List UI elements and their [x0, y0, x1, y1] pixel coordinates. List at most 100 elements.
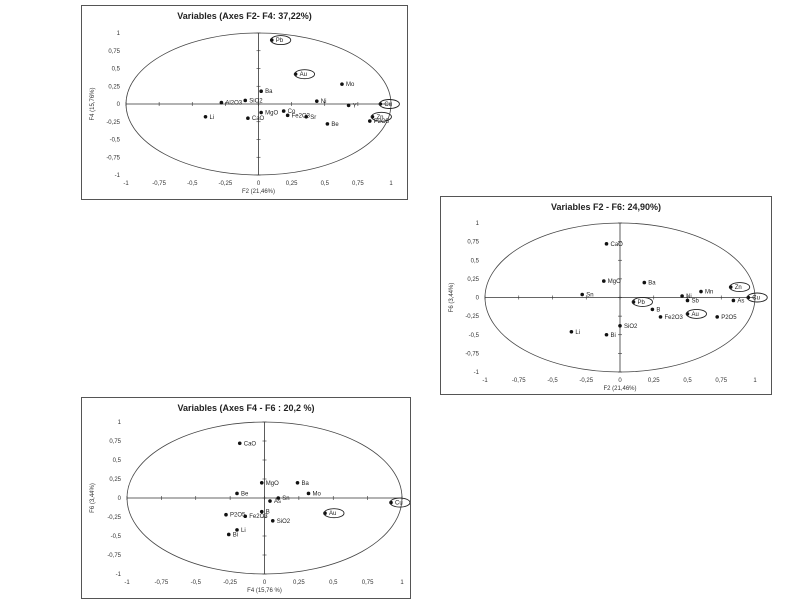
x-tick-label: 0: [257, 181, 261, 187]
point-sio2: [618, 324, 622, 328]
y-tick-label: 1: [117, 31, 121, 37]
x-axis-label: F4 (15,76 %): [247, 588, 282, 594]
chart-f2-f4: Variables (Axes F2- F4: 37,22%) -1 -0,75 -0…: [81, 5, 408, 200]
x-tick-label: -1: [123, 181, 129, 187]
point-mgo-label: MgO: [265, 111, 278, 117]
point-p2o5: [224, 512, 228, 517]
point-p2o5-label: P2O5: [374, 119, 390, 125]
chart-f2-f6-svg: Variables F2 - F6: 24,90%) -1 -0,75 -0,5 -0,…: [449, 202, 768, 392]
x-tick-label: 0,5: [683, 378, 692, 384]
y-tick-label: -0,25: [106, 120, 120, 126]
point-sio2: [270, 519, 275, 523]
point-sio2-label: SiO2: [249, 98, 263, 104]
point-sb-label: Sb: [692, 298, 700, 304]
chart-title: Variables F2 - F6: 24,90%): [551, 202, 661, 212]
y-tick-label: 0: [476, 296, 480, 302]
point-co: [281, 109, 286, 113]
point-cao: [237, 441, 242, 446]
point-b-label: B: [656, 307, 660, 313]
point-al2o3-label: Al2O3: [225, 101, 242, 107]
point-ni: [680, 294, 684, 298]
x-axis-label: F2 (21,46%): [603, 386, 636, 392]
point-cu-label: Cu: [752, 296, 760, 302]
point-mo-label: Mo: [346, 82, 355, 88]
point-as-label: As: [737, 298, 744, 304]
y-tick-label: -0,75: [106, 155, 120, 161]
point-bi: [226, 532, 231, 537]
y-tick-label: -1: [116, 572, 122, 578]
x-tick-label: 0,75: [352, 181, 364, 187]
point-bi: [604, 332, 609, 337]
point-li-label: Li: [210, 115, 215, 121]
point-ba: [259, 89, 263, 94]
point-fe2o3-label: Fe2O3: [292, 113, 311, 119]
point-p2o5-label: P2O5: [721, 315, 737, 321]
x-tick-label: 0,25: [648, 378, 660, 384]
x-tick-label: 0,5: [329, 580, 338, 586]
chart-f2-f4-svg: Variables (Axes F2- F4: 37,22%) -1 -0,75 -0…: [90, 11, 400, 195]
chart-title: Variables (Axes F2- F4: 37,22%): [177, 11, 312, 21]
point-li: [569, 329, 574, 334]
x-tick-label: 1: [753, 378, 757, 384]
point-li: [203, 114, 208, 119]
point-y-label: Y: [353, 103, 357, 109]
x-tick-label: -0,25: [223, 580, 237, 586]
x-tick-label: -0,5: [187, 181, 198, 187]
y-tick-label: 0,75: [109, 439, 121, 445]
y-axis-label: F6 (3,44%): [449, 283, 455, 313]
point-mgo: [259, 110, 263, 115]
point-mo: [340, 82, 344, 86]
point-cao: [246, 116, 250, 120]
y-tick-label: -1: [474, 370, 480, 376]
y-tick-label: -0,5: [469, 333, 480, 339]
point-ni-label: Ni: [686, 294, 692, 300]
point-sio2: [243, 98, 248, 103]
point-sb: [685, 298, 690, 303]
point-p2o5-label: P2O5: [230, 513, 246, 519]
y-tick-label: -0,75: [107, 553, 121, 559]
chart-f2-f6: Variables F2 - F6: 24,90%) -1 -0,75 -0,5 -0,…: [440, 196, 772, 395]
x-tick-label: -0,75: [155, 580, 169, 586]
point-cao-label: CaO: [611, 242, 624, 248]
y-tick-label: 0,25: [108, 84, 120, 90]
point-be-label: Be: [331, 122, 339, 128]
y-tick-label: 0: [118, 496, 122, 502]
point-au-label: Au: [329, 511, 336, 517]
x-tick-label: 0: [263, 580, 267, 586]
y-tick-label: 0,25: [109, 477, 121, 483]
point-li: [235, 528, 239, 532]
point-sn: [276, 496, 281, 500]
y-tick-label: 0,75: [467, 240, 479, 246]
point-cu-highlight: [378, 99, 400, 109]
chart-f4-f6-svg: Variables (Axes F4 - F6 : 20,2 %) -1 -0,75…: [90, 403, 410, 594]
point-sr: [304, 114, 308, 119]
point-be-label: Be: [241, 491, 249, 497]
x-tick-label: -0,5: [547, 378, 558, 384]
point-b: [259, 509, 264, 514]
point-li-label: Li: [241, 528, 246, 534]
point-cao-label: CaO: [252, 116, 265, 122]
point-sio2-label: SiO2: [624, 324, 638, 330]
point-ba-label: Ba: [265, 89, 273, 95]
point-cu-label: Cu: [384, 102, 392, 108]
x-tick-label: -0,75: [152, 181, 166, 187]
point-au-label: Au: [692, 312, 699, 318]
y-tick-label: 0,5: [471, 258, 480, 264]
point-bi-label: Bi: [611, 333, 616, 339]
point-zn-label: Zn: [735, 285, 742, 291]
y-tick-label: -1: [115, 173, 121, 179]
point-au-highlight: [294, 69, 316, 80]
point-pb-label: Pb: [638, 300, 646, 306]
point-cao: [604, 242, 609, 246]
point-zn-label: Zn: [376, 115, 383, 121]
point-zn-highlight: [729, 282, 751, 293]
y-tick-label: 0: [117, 102, 121, 108]
point-as: [268, 499, 272, 503]
point-mn-label: Mn: [705, 290, 713, 296]
point-fe2o3: [285, 113, 290, 118]
point-li-label: Li: [575, 330, 580, 336]
point-be: [325, 122, 330, 126]
chart-f4-f6: Variables (Axes F4 - F6 : 20,2 %) -1 -0,75…: [81, 397, 411, 599]
point-al2o3: [219, 100, 224, 105]
y-tick-label: -0,25: [465, 314, 479, 320]
